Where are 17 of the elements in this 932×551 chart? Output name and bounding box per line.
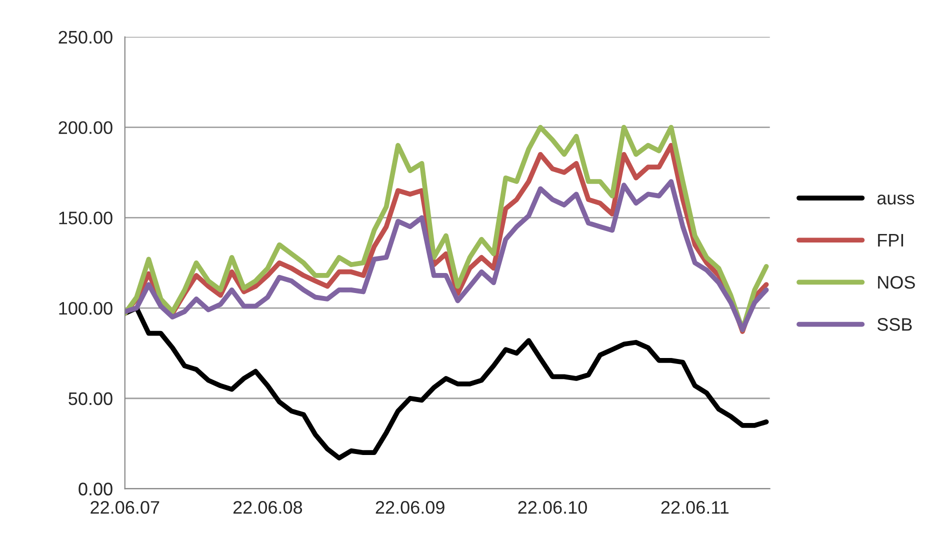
x-tick-label: 22.06.08 — [233, 501, 302, 514]
legend-label: SSB — [877, 318, 912, 331]
x-tick-label: 22.06.07 — [90, 501, 160, 514]
x-tick-label: 22.06.10 — [518, 501, 587, 514]
y-tick-label: 150.00 — [59, 212, 112, 224]
y-tick-label: 250.00 — [58, 30, 112, 44]
y-tick-label: 100.00 — [59, 302, 112, 315]
legend-label: NOS — [878, 276, 915, 289]
x-tick-label: 22.06.09 — [376, 501, 444, 514]
legend-label: auss — [877, 194, 914, 205]
y-tick-label: 200.00 — [58, 121, 112, 134]
line-series — [124, 179, 769, 332]
legend-label: FPI — [878, 234, 904, 246]
y-tick-label: 50.00 — [68, 392, 112, 406]
line-series — [124, 306, 769, 460]
x-tick-label: 22.06.11 — [661, 501, 729, 514]
y-tick-label: 0.00 — [78, 482, 112, 496]
